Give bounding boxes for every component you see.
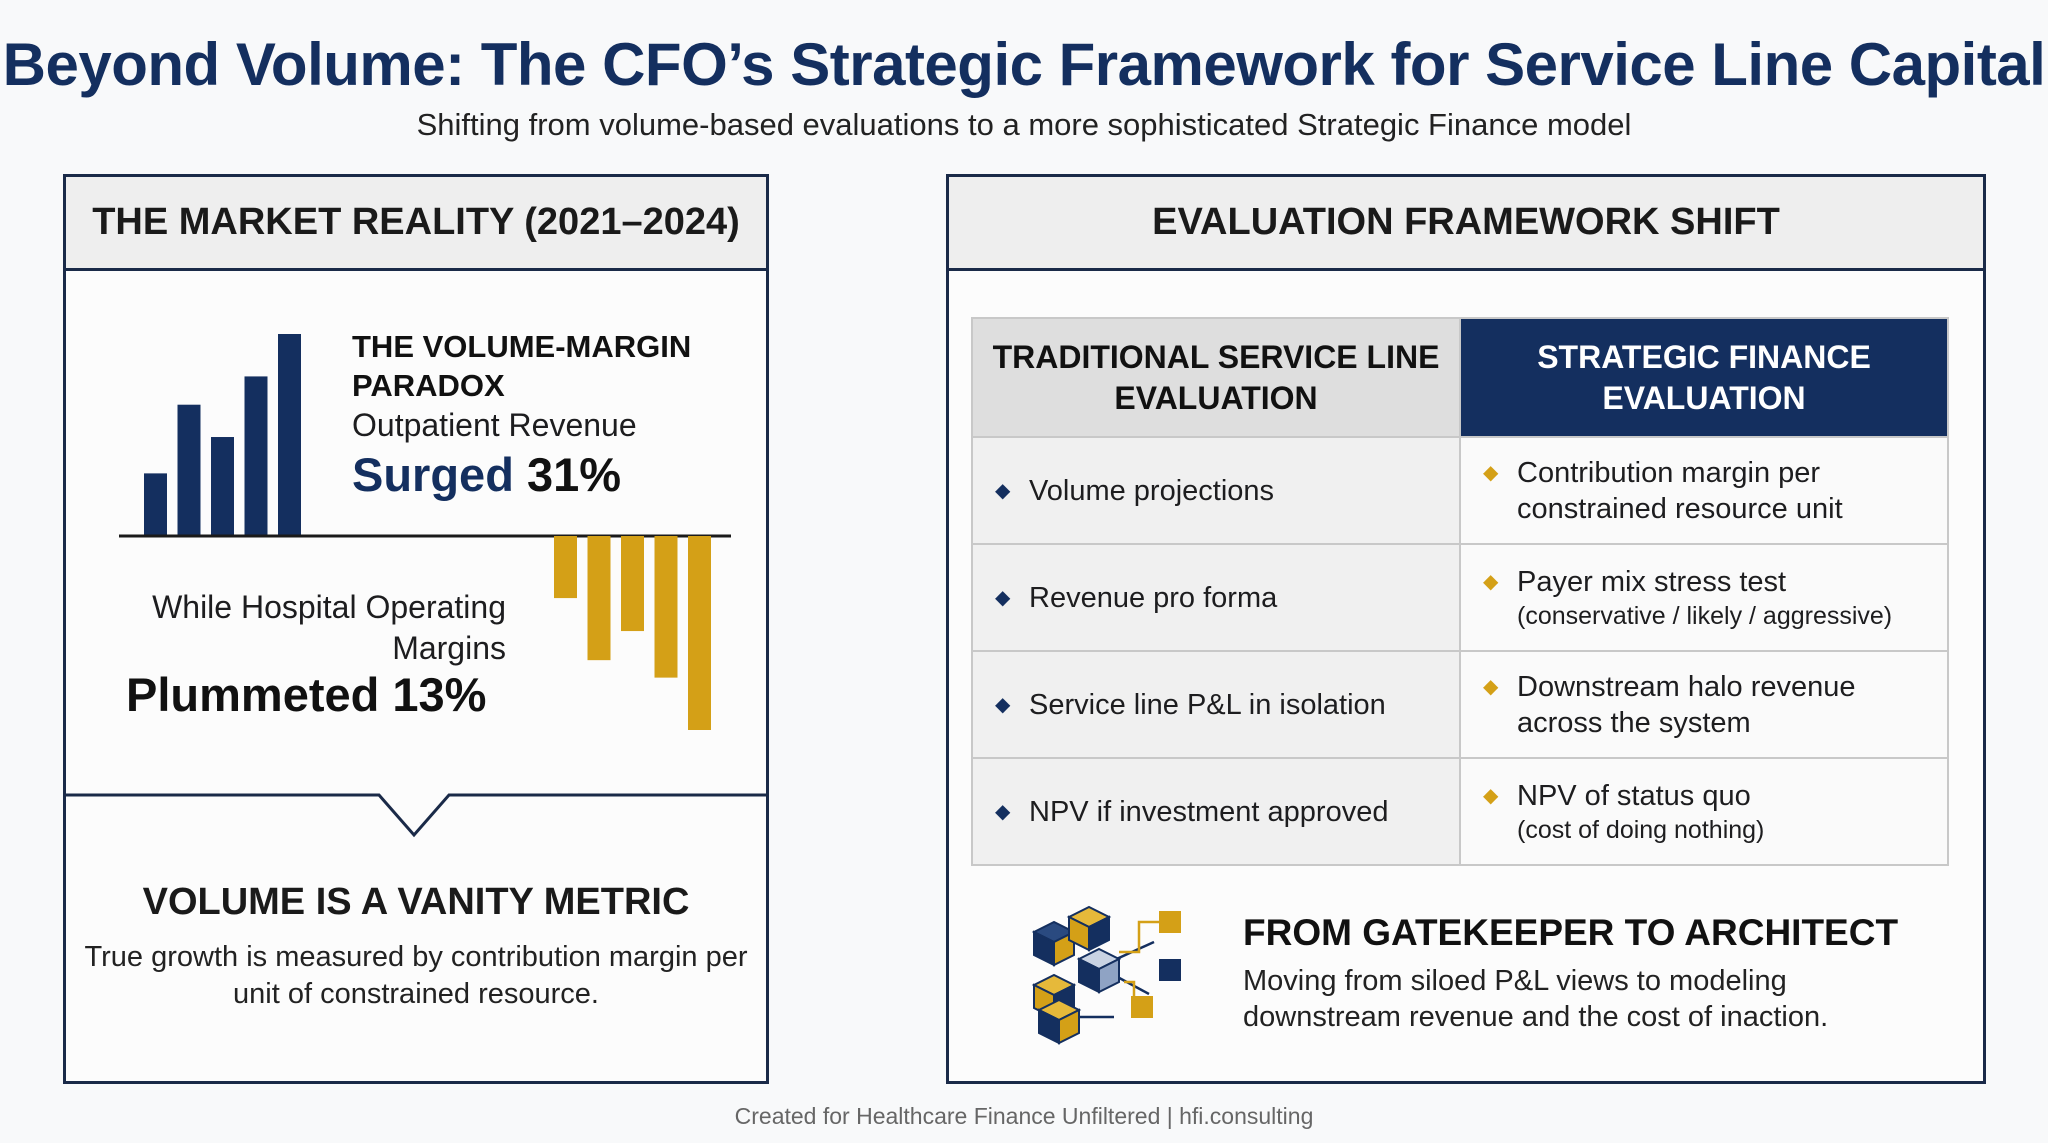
page-subtitle: Shifting from volume-based evaluations t…	[416, 107, 1632, 142]
diamond-icon: ◆	[995, 693, 1011, 716]
revenue-bar	[177, 404, 201, 536]
margin-bar	[688, 536, 711, 730]
strategic-note: (conservative / likely / aggressive)	[1517, 601, 1893, 630]
diamond-icon: ◆	[995, 800, 1011, 823]
framework-shift-panel: EVALUATION FRAMEWORK SHIFT TRADITIONAL S…	[946, 174, 1986, 1084]
strategic-item: Payer mix stress test	[1517, 565, 1787, 598]
diamond-icon: ◆	[1483, 461, 1499, 484]
strategic-item: Contribution margin per constrained reso…	[1517, 456, 1843, 525]
margin-bar	[554, 536, 577, 599]
traditional-item: Volume projections	[1029, 474, 1275, 507]
traditional-item: NPV if investment approved	[1029, 795, 1389, 828]
revenue-bar	[211, 437, 234, 536]
table-row: ◆ Service line P&L in isolation ◆ Downstre…	[971, 650, 1949, 759]
market-reality-panel: THE MARKET REALITY (2021–2024) THE VOLUM…	[63, 174, 769, 1084]
paradox-title: THE VOLUME-MARGIN PARADOX	[352, 329, 692, 403]
diamond-icon: ◆	[1483, 570, 1499, 593]
diamond-icon: ◆	[995, 586, 1011, 609]
framework-shift-heading: EVALUATION FRAMEWORK SHIFT	[949, 177, 1983, 271]
operating-margins-label: While Hospital Operating Margins	[152, 589, 506, 666]
footer-credit: Created for Healthcare Finance Unfiltere…	[734, 1103, 1314, 1129]
strategic-item: Downstream halo revenue across the syste…	[1517, 670, 1856, 739]
surged-stat: Surged 31%	[352, 447, 621, 502]
margin-bar	[621, 536, 644, 632]
table-row: ◆ Revenue pro forma ◆ Payer mix stress tes…	[971, 543, 1949, 652]
table-header-row: TRADITIONAL SERVICE LINE EVALUATION STRA…	[971, 317, 1949, 438]
diamond-icon: ◆	[1483, 675, 1499, 698]
revenue-bar	[278, 334, 301, 536]
traditional-item: Revenue pro forma	[1029, 581, 1278, 614]
margin-bar	[654, 536, 678, 678]
cube-network-icon	[1031, 905, 1181, 1045]
market-reality-heading: THE MARKET REALITY (2021–2024)	[66, 177, 766, 271]
volume-margin-chart	[119, 334, 731, 730]
surged-value: 31%	[526, 448, 622, 501]
table-row: ◆ NPV if investment approved ◆ NPV of stat…	[971, 757, 1949, 866]
page-title: Beyond Volume: The CFO’s Strategic Frame…	[2, 31, 2046, 98]
diamond-icon: ◆	[995, 479, 1011, 502]
evaluation-comparison-table: TRADITIONAL SERVICE LINE EVALUATION STRA…	[971, 317, 1949, 866]
outpatient-revenue-label: Outpatient Revenue	[352, 407, 637, 443]
traditional-item: Service line P&L in isolation	[1029, 688, 1386, 721]
revenue-bar	[244, 376, 268, 536]
callout-divider	[66, 793, 766, 838]
strategic-note: (cost of doing nothing)	[1517, 815, 1765, 844]
gatekeeper-text: Moving from siloed P&L views to modeling…	[1243, 965, 1829, 1033]
vanity-metric-text: True growth is measured by contribution …	[84, 941, 748, 1010]
plummeted-stat: Plummeted 13%	[126, 668, 487, 721]
traditional-column-header: TRADITIONAL SERVICE LINE EVALUATION	[971, 317, 1461, 438]
table-row: ◆ Volume projections ◆ Contribution margin…	[971, 436, 1949, 545]
gatekeeper-title: FROM GATEKEEPER TO ARCHITECT	[1243, 912, 1899, 953]
margin-bar	[587, 536, 611, 661]
strategic-column-header: STRATEGIC FINANCE EVALUATION	[1459, 317, 1949, 438]
diamond-icon: ◆	[1483, 784, 1499, 807]
surged-word: Surged	[352, 448, 514, 501]
strategic-item: NPV of status quo	[1517, 779, 1751, 812]
vanity-metric-title: VOLUME IS A VANITY METRIC	[142, 881, 690, 923]
revenue-bar	[144, 473, 167, 536]
